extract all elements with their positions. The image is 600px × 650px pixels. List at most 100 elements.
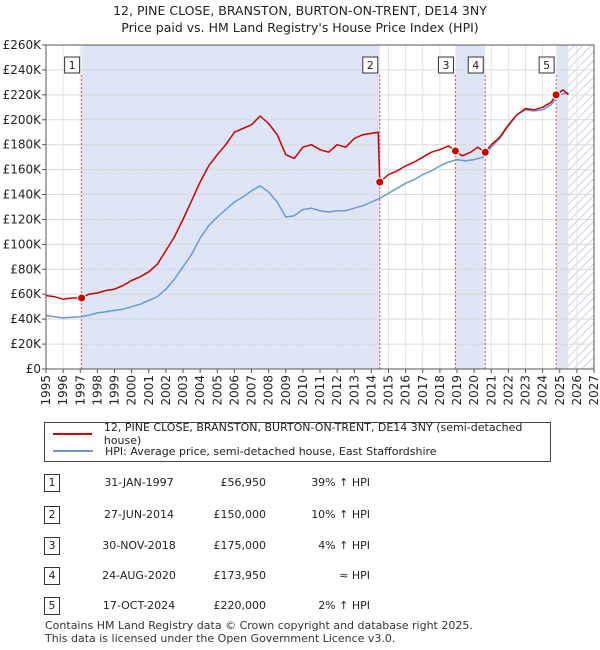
y-tick-label: £80K bbox=[10, 262, 42, 276]
transaction-hpi: 39% ↑ HPI bbox=[311, 476, 370, 489]
sale-label-box bbox=[538, 56, 555, 74]
transaction-hpi: 10% ↑ HPI bbox=[311, 508, 370, 521]
x-tick-label: 2015 bbox=[382, 375, 396, 406]
y-tick-label: £40K bbox=[10, 312, 42, 326]
sale-point bbox=[450, 146, 460, 156]
transaction-date: 30-NOV-2018 bbox=[102, 539, 176, 552]
transaction-number: 5 bbox=[44, 597, 60, 615]
footer-note: Contains HM Land Registry data © Crown c… bbox=[45, 619, 473, 645]
x-tick-label: 2017 bbox=[416, 375, 430, 406]
forecast-hatch bbox=[568, 45, 594, 369]
transaction-number: 1 bbox=[44, 474, 60, 492]
x-tick-label: 2002 bbox=[159, 375, 173, 406]
x-tick-label: 2010 bbox=[296, 375, 310, 406]
x-tick-label: 2023 bbox=[519, 375, 533, 406]
transaction-row: 4 24-AUG-2020 £173,950 ≈ HPI bbox=[0, 567, 600, 587]
x-tick-label: 2014 bbox=[364, 375, 378, 406]
transaction-date: 24-AUG-2020 bbox=[102, 569, 176, 582]
transaction-number: 4 bbox=[44, 567, 60, 585]
x-tick-label: 2024 bbox=[536, 375, 550, 406]
transaction-date: 31-JAN-1997 bbox=[104, 476, 174, 489]
property-price-line bbox=[45, 89, 569, 300]
x-tick-label: 2000 bbox=[125, 375, 139, 406]
sale-label-box bbox=[64, 56, 81, 74]
transaction-price: £175,000 bbox=[213, 539, 267, 552]
x-tick-label: 2001 bbox=[142, 375, 156, 406]
x-tick-label: 2020 bbox=[467, 375, 481, 406]
y-tick-label: £100K bbox=[3, 237, 43, 251]
transaction-price: £150,000 bbox=[213, 508, 267, 521]
y-tick-label: £260K bbox=[3, 38, 43, 52]
sale-label-box bbox=[362, 56, 379, 74]
x-tick-label: 2025 bbox=[553, 375, 567, 406]
y-tick-label: £240K bbox=[3, 63, 43, 77]
x-tick-label: 2021 bbox=[484, 375, 498, 406]
sale-label: 4 bbox=[472, 59, 479, 72]
ownership-shade bbox=[81, 45, 380, 369]
y-tick-label: £160K bbox=[3, 163, 43, 177]
sale-label: 5 bbox=[543, 59, 550, 72]
y-tick-label: £20K bbox=[10, 337, 42, 351]
legend-label-hpi: HPI: Average price, semi-detached house,… bbox=[105, 444, 437, 458]
transaction-number: 3 bbox=[44, 537, 60, 555]
x-tick-label: 2008 bbox=[262, 375, 276, 406]
y-tick-label: £200K bbox=[3, 113, 43, 127]
transaction-price: £173,950 bbox=[213, 569, 267, 582]
x-tick-label: 2005 bbox=[210, 375, 224, 406]
chart-legend: 12, PINE CLOSE, BRANSTON, BURTON-ON-TREN… bbox=[44, 421, 551, 462]
x-tick-label: 1996 bbox=[56, 375, 70, 406]
sale-point bbox=[551, 90, 561, 100]
transaction-row: 5 17-OCT-2024 £220,000 2% ↑ HPI bbox=[0, 597, 600, 617]
x-tick-label: 2007 bbox=[245, 375, 259, 406]
sale-label-box bbox=[437, 56, 454, 74]
y-tick-label: £220K bbox=[3, 88, 43, 102]
legend-label-property: 12, PINE CLOSE, BRANSTON, BURTON-ON-TREN… bbox=[103, 421, 523, 447]
y-tick-label: £0 bbox=[26, 362, 41, 376]
x-tick-label: 2013 bbox=[347, 375, 361, 406]
chart-title: 12, PINE CLOSE, BRANSTON, BURTON-ON-TREN… bbox=[113, 3, 487, 18]
x-tick-label: 2027 bbox=[587, 375, 600, 406]
chart-subtitle: Price paid vs. HM Land Registry's House … bbox=[121, 20, 479, 35]
transaction-hpi: ≈ HPI bbox=[339, 569, 370, 582]
x-tick-label: 2026 bbox=[570, 375, 584, 406]
transaction-price: £56,950 bbox=[220, 476, 267, 489]
sale-point bbox=[375, 177, 385, 187]
transaction-hpi: 4% ↑ HPI bbox=[318, 539, 370, 552]
x-tick-label: 1997 bbox=[73, 375, 87, 406]
x-tick-label: 2004 bbox=[193, 375, 207, 406]
x-tick-label: 2019 bbox=[450, 375, 464, 406]
x-tick-label: 1998 bbox=[90, 375, 104, 406]
hpi-line bbox=[45, 91, 569, 319]
transaction-row: 2 27-JUN-2014 £150,000 10% ↑ HPI bbox=[0, 506, 600, 526]
transaction-row: 3 30-NOV-2018 £175,000 4% ↑ HPI bbox=[0, 537, 600, 557]
sale-label: 1 bbox=[69, 59, 76, 72]
transaction-price: £220,000 bbox=[213, 599, 267, 612]
price-chart: 1 2 3 4 5 £0 £20K £40K £60K £80K £100K £120K £140K £1… bbox=[3, 38, 600, 406]
sale-point bbox=[77, 293, 87, 303]
sale-label: 2 bbox=[367, 59, 374, 72]
legend-item-property: 12, PINE CLOSE, BRANSTON, BURTON-ON-TREN… bbox=[53, 421, 550, 447]
legend-line-property bbox=[53, 433, 92, 435]
x-tick-label: 1999 bbox=[108, 375, 122, 406]
legend-line-hpi bbox=[53, 450, 93, 452]
x-tick-label: 2006 bbox=[227, 375, 241, 406]
transaction-hpi: 2% ↑ HPI bbox=[318, 599, 370, 612]
ownership-shade bbox=[455, 45, 486, 369]
x-tick-label: 2003 bbox=[176, 375, 190, 406]
sale-label: 3 bbox=[442, 59, 449, 72]
x-tick-label: 2022 bbox=[501, 375, 515, 406]
y-tick-label: £180K bbox=[3, 138, 43, 152]
sale-point bbox=[480, 147, 490, 157]
ownership-shade bbox=[556, 45, 569, 369]
sale-label-box bbox=[467, 56, 484, 74]
y-tick-label: £140K bbox=[3, 188, 43, 202]
y-tick-label: £60K bbox=[10, 287, 42, 301]
transaction-number: 2 bbox=[44, 506, 60, 524]
transaction-date: 17-OCT-2024 bbox=[102, 599, 176, 612]
x-tick-label: 2018 bbox=[433, 375, 447, 406]
y-tick-label: £120K bbox=[3, 212, 43, 226]
x-tick-label: 1995 bbox=[39, 375, 53, 406]
x-tick-label: 2016 bbox=[399, 375, 413, 406]
transaction-row: 1 31-JAN-1997 £56,950 39% ↑ HPI bbox=[0, 474, 600, 494]
x-tick-label: 2009 bbox=[279, 375, 293, 406]
